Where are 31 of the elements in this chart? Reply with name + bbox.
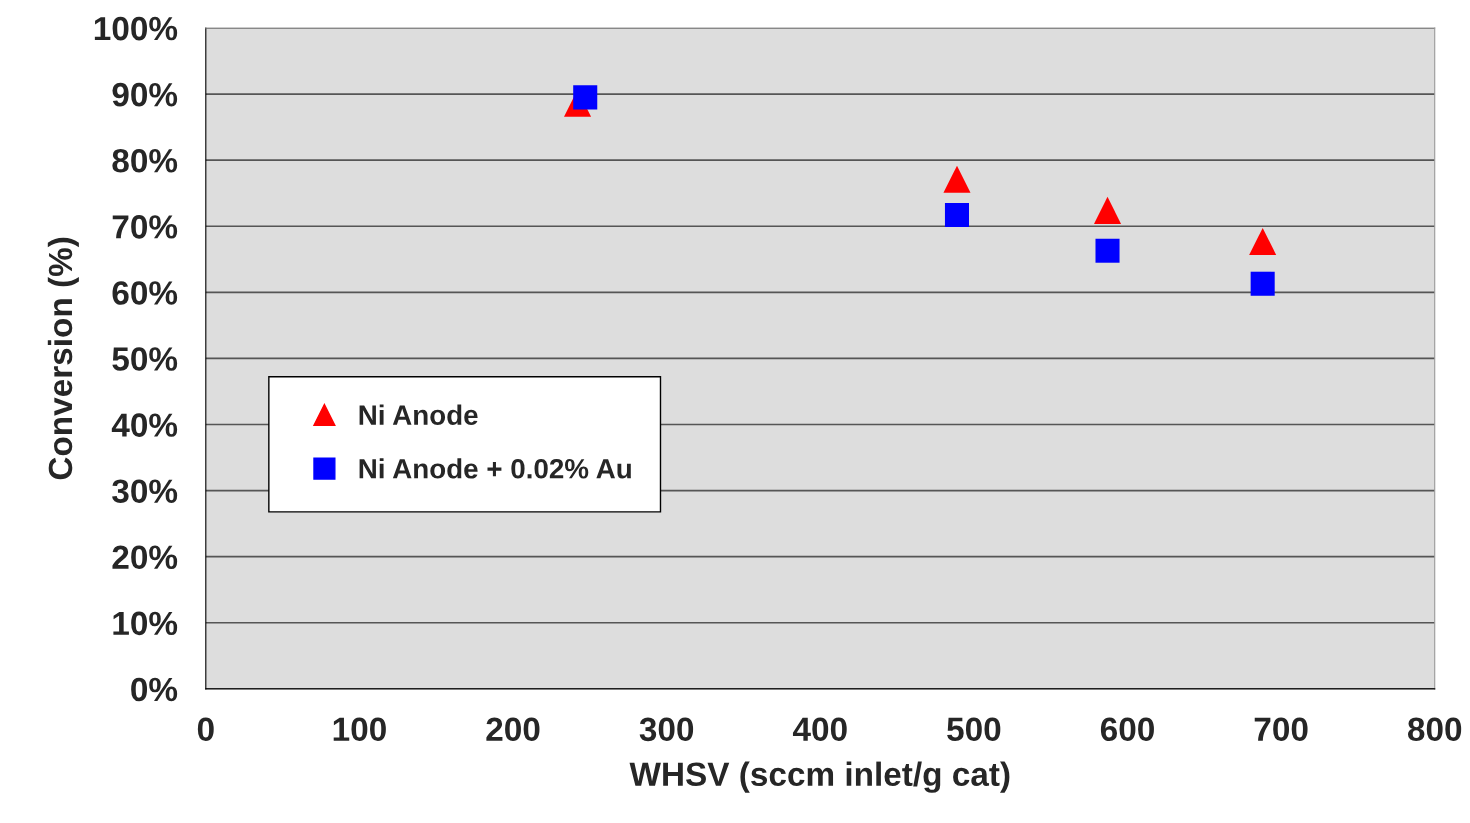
- x-tick-label: 800: [1407, 717, 1462, 742]
- legend-label: Ni Anode: [359, 404, 478, 425]
- y-axis-title: Conversion (%): [47, 237, 79, 480]
- y-tick-label: 80%: [112, 148, 178, 173]
- point: [1093, 196, 1122, 224]
- point: [944, 202, 970, 228]
- y-tick-label: 70%: [112, 215, 178, 239]
- x-tick-label: 100: [333, 717, 386, 742]
- point: [573, 85, 598, 110]
- y-tick-label: 30%: [112, 479, 178, 504]
- y-tick-label: 100%: [94, 16, 178, 41]
- y-tick-label: 50%: [112, 347, 178, 371]
- y-tick-label: 0%: [131, 677, 178, 702]
- y-tick-label: 20%: [112, 545, 178, 570]
- x-tick-label: 0: [197, 717, 214, 742]
- y-tick-label: 40%: [111, 413, 178, 437]
- x-axis-title: WHSV (sccm inlet/g cat): [629, 761, 1010, 793]
- x-tick-label: 500: [947, 717, 1001, 742]
- x-tick-label: 400: [792, 717, 847, 742]
- y-tick-label: 60%: [112, 281, 178, 305]
- point: [1095, 238, 1120, 263]
- y-tick-label: 90%: [112, 82, 178, 107]
- x-tick-label: 700: [1254, 717, 1308, 742]
- point: [1249, 227, 1277, 255]
- point: [1250, 271, 1275, 296]
- y-tick-label: 10%: [113, 611, 178, 636]
- x-tick-label: 300: [639, 717, 694, 742]
- x-tick-label: 600: [1100, 717, 1154, 742]
- legend-label: Ni Anode + 0.02% Au: [359, 458, 631, 479]
- x-tick-label: 200: [486, 717, 540, 742]
- point: [943, 165, 971, 193]
